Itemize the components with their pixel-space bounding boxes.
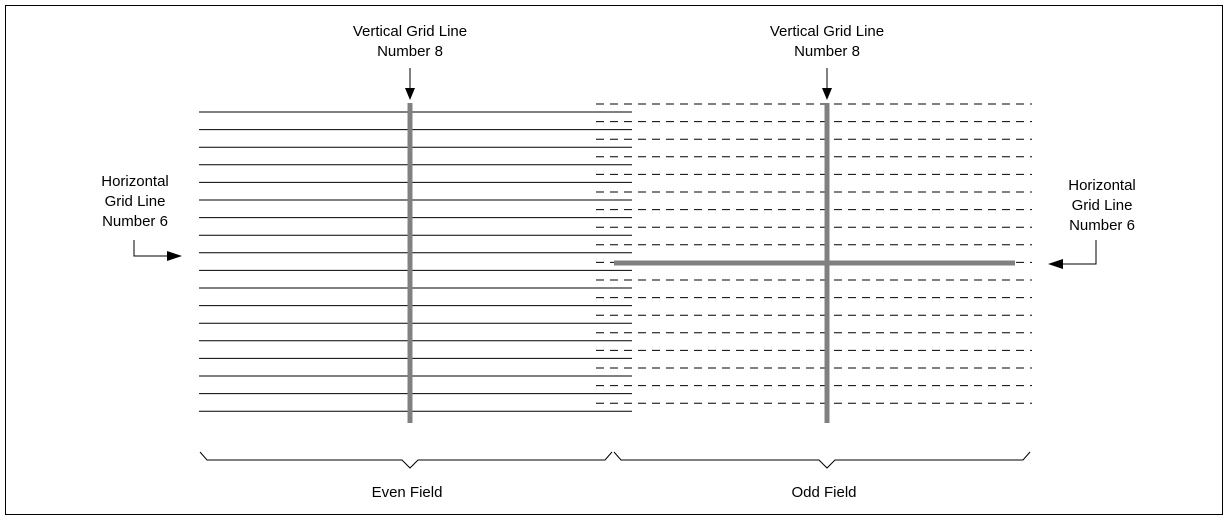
even-field-horizontal-lines (199, 111, 632, 412)
right-horizontal-label-line-2: Grid Line (1072, 197, 1133, 214)
right-horizontal-arrow (1048, 240, 1097, 269)
right-vertical-label-line-1: Vertical Grid Line (770, 23, 884, 40)
diagram-frame (5, 5, 1223, 515)
right-horizontal-label-line-3: Number 6 (1069, 217, 1135, 234)
right-vertical-arrow (822, 68, 832, 100)
left-horizontal-arrow (133, 240, 182, 261)
odd-field-brace (613, 451, 1031, 469)
even-field-brace (199, 451, 613, 469)
left-vertical-label-line-2: Number 8 (377, 43, 443, 60)
right-vertical-label-line-2: Number 8 (794, 43, 860, 60)
odd-field-label: Odd Field (791, 484, 856, 501)
even-field-label: Even Field (372, 484, 443, 501)
left-horizontal-label-line-1: Horizontal (101, 173, 169, 190)
right-horizontal-label-line-1: Horizontal (1068, 177, 1136, 194)
left-vertical-arrow (405, 68, 415, 100)
left-horizontal-label-line-2: Grid Line (105, 193, 166, 210)
odd-field-horizontal-lines (596, 103, 1032, 404)
left-horizontal-label-line-3: Number 6 (102, 213, 168, 230)
left-vertical-label-line-1: Vertical Grid Line (353, 23, 467, 40)
